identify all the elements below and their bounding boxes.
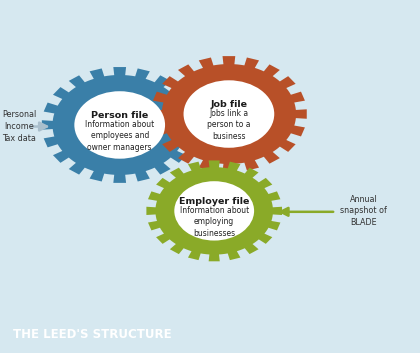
Circle shape bbox=[174, 181, 254, 240]
Text: Employer file: Employer file bbox=[179, 197, 249, 206]
Polygon shape bbox=[147, 160, 282, 261]
Text: Annual
snapshot of
BLADE: Annual snapshot of BLADE bbox=[340, 195, 387, 227]
Text: Person file: Person file bbox=[91, 111, 148, 120]
Circle shape bbox=[74, 91, 165, 159]
Polygon shape bbox=[42, 67, 197, 183]
Circle shape bbox=[184, 80, 274, 148]
Text: Jobs link a
person to a
business: Jobs link a person to a business bbox=[207, 109, 251, 141]
Polygon shape bbox=[151, 56, 307, 172]
Text: Personal
Income
Tax data: Personal Income Tax data bbox=[2, 110, 37, 143]
Text: THE LEED'S STRUCTURE: THE LEED'S STRUCTURE bbox=[13, 328, 171, 341]
Text: Job file: Job file bbox=[210, 100, 247, 109]
Text: Information about
employees and
owner managers: Information about employees and owner ma… bbox=[85, 120, 154, 152]
Text: Information about
employing
businesses: Information about employing businesses bbox=[180, 205, 249, 238]
